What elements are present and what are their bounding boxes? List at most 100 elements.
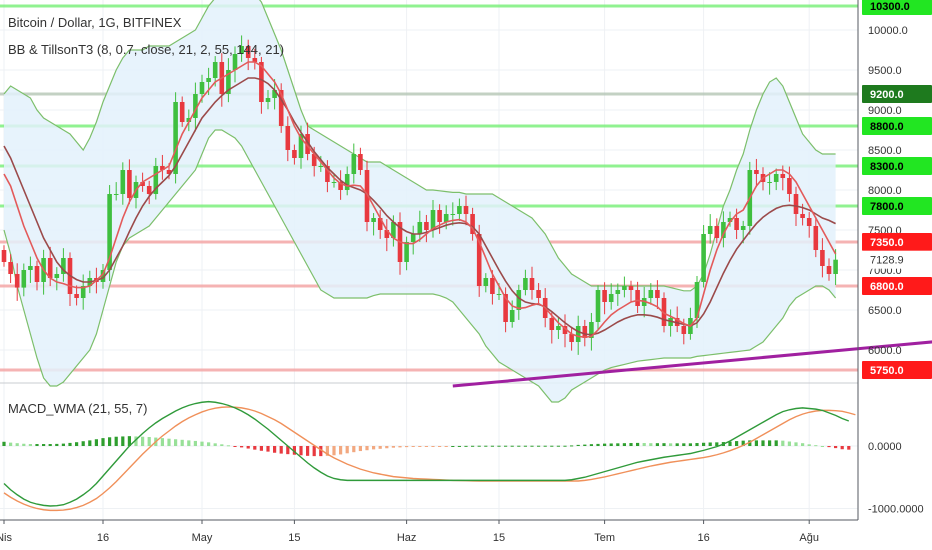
price-level-tag [862,85,932,103]
candle-up [113,194,119,195]
candle-up [721,222,726,238]
candle-up [443,214,449,222]
macd-histogram-bar [325,446,329,456]
time-tick-label: Haz [397,532,417,544]
candle-up [833,259,838,274]
candle-down [806,218,812,226]
price-level-tag-text: 8800.0 [870,121,904,133]
macd-histogram-bar [273,446,277,453]
macd-signal-line [3,406,856,512]
macd-histogram-bar [81,441,85,446]
macd-histogram-bar [774,440,778,446]
price-level-tag-text: 9200.0 [870,89,904,101]
macd-histogram-bar [286,446,290,455]
macd-histogram-bar [378,446,382,449]
macd-histogram-bar [48,444,52,446]
candle-down [259,62,264,102]
price-tick-label: 8000.0 [868,185,902,197]
bollinger-fill [4,0,836,402]
macd-histogram-bar [655,443,659,446]
macd-histogram-bar [497,445,501,447]
candle-up [727,218,733,222]
candle-up [54,274,60,278]
candle-down [74,294,79,298]
candle-down [292,150,297,158]
candle-up [450,214,456,215]
candle-down [325,166,330,182]
macd-histogram-bar [457,445,461,447]
candle-up [694,282,700,318]
bollinger-lower-line [3,129,837,403]
candle-down [146,186,152,194]
macd-histogram-bar [622,443,626,446]
support-trendline[interactable] [452,333,932,388]
candle-up [21,270,27,288]
macd-histogram-bar [358,446,362,452]
macd-histogram-bar [801,443,805,446]
candle-down [358,154,363,170]
macd-histogram-bar [88,440,92,446]
candle-up [457,206,462,214]
price-level-tag [862,0,932,15]
candle-up [595,290,601,322]
candle-up [107,194,112,270]
candle-down [582,326,588,338]
candle-down [34,266,40,282]
candle-down [549,318,555,330]
candle-down [813,226,819,250]
macd-histogram-bar [121,436,125,446]
macd-histogram-bar [15,443,19,446]
macd-histogram-bar [662,443,666,446]
candle-down [252,58,258,62]
price-level-tag-text: 7350.0 [870,237,904,249]
price-level-tag-text: 10300.0 [870,1,910,13]
candle-down [384,230,390,238]
candle-up [232,54,238,70]
time-tick-label: Tem [594,532,615,544]
candle-down [529,278,535,290]
last-price-tag-text: 7128.9 [870,255,904,267]
t3-slow-line [3,77,836,336]
macd-histogram-bar [609,443,613,446]
macd-histogram-bar [510,445,514,447]
candle-up [173,102,178,174]
symbol-title: Bitcoin / Dollar, 1G, BITFINEX [8,15,182,30]
macd-histogram-bar [28,444,32,446]
macd-histogram-bar [827,446,831,448]
macd-histogram-bar [847,446,851,450]
price-level-tag [862,361,932,379]
macd-histogram-bar [543,445,547,447]
macd-histogram-bar [35,444,39,446]
macd-histogram-bar [484,445,488,447]
macd-histogram-bar [616,443,620,446]
time-tick-label: 15 [493,532,505,544]
price-tick-label: 9000.0 [868,105,902,117]
macd-line [3,400,850,507]
macd-histogram-bar [68,442,72,446]
candle-up [767,182,772,183]
macd-histogram-bar [550,445,554,447]
candle-up [212,62,218,78]
candle-up [773,174,779,182]
macd-histogram-bar [563,445,567,447]
macd-histogram-bar [451,446,455,447]
macd-histogram-bar [253,446,257,450]
candle-up [523,278,528,290]
candle-up [61,258,66,274]
trendline[interactable] [452,333,932,388]
candle-up [265,98,271,102]
candle-up [410,234,416,242]
macd-histogram-bar [556,445,560,447]
macd-histogram-bar [391,446,395,448]
macd-histogram-bar [418,446,422,447]
candle-down [311,154,317,166]
candle-up [509,310,515,322]
candle-down [1,250,7,262]
candle-down [8,262,13,274]
candle-down [140,182,145,186]
macd-histogram-bar [220,444,224,446]
candle-down [754,170,759,174]
candle-down [166,170,172,174]
candle-down [424,222,429,230]
